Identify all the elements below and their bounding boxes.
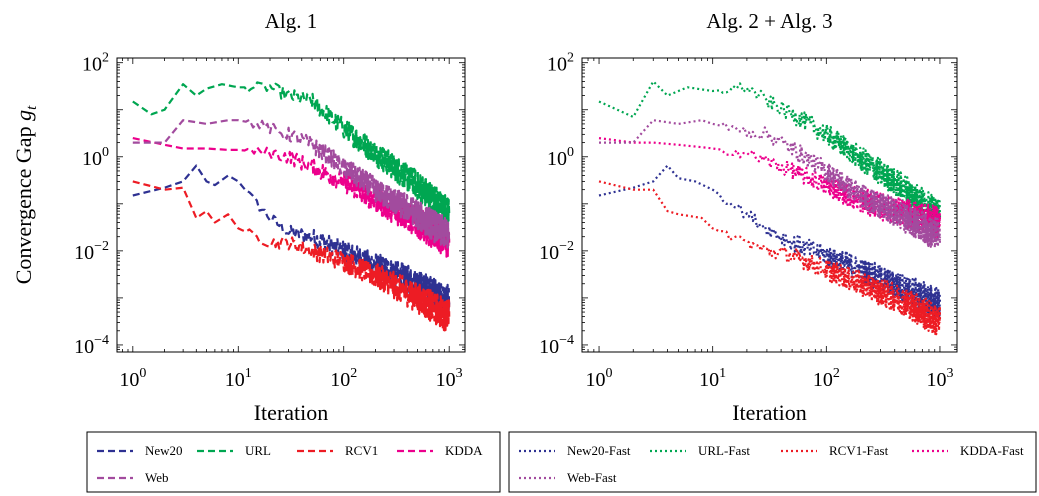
chart-title: Alg. 1 [265, 9, 318, 33]
chart-title: Alg. 2 + Alg. 3 [706, 9, 832, 33]
y-tick-label: 10−2 [74, 239, 109, 264]
legend-label-web: Web [145, 470, 169, 485]
plot-frame [581, 57, 958, 353]
legend-left: New20 URL RCV1 KDDA Web [86, 431, 501, 493]
x-axis-label: Iteration [254, 400, 329, 425]
y-axis-label: Convergence Gap gt [11, 105, 40, 284]
x-axis-label: Iteration [732, 400, 807, 425]
series-line-url [132, 81, 451, 229]
panel-right: Alg. 2 + Alg. 3 100 101 102 103 102 100 10−2 10−… [539, 9, 958, 425]
y-tick-label: 100 [547, 145, 574, 170]
series-line-rcv1-fast [598, 180, 942, 337]
panel-left: Alg. 1 100 101 102 103 102 100 10−2 10−4 Iteratio… [74, 9, 466, 425]
x-tick-label: 100 [586, 366, 613, 391]
x-tick-label: 100 [119, 366, 146, 391]
legend-label-kdda: KDDA [445, 443, 483, 458]
x-tick-label: 102 [813, 366, 840, 391]
legend-right: New20-Fast URL-Fast RCV1-Fast KDDA-Fast Web-… [508, 431, 1037, 493]
x-tick-label: 103 [436, 366, 463, 391]
series-line-web-fast [599, 119, 942, 249]
series-line-url-fast [598, 80, 942, 234]
series-group [132, 81, 451, 332]
y-tick-label: 100 [82, 145, 109, 170]
y-tick-label: 102 [82, 51, 109, 76]
legend-label-url: URL [245, 443, 271, 458]
x-tick-label: 101 [225, 366, 252, 391]
legend-box [508, 431, 1037, 493]
legend-label-new20: New20 [145, 443, 183, 458]
series-line-web [132, 118, 451, 250]
x-tick-label: 103 [926, 366, 953, 391]
legend-box [86, 431, 501, 493]
y-tick-label: 102 [547, 51, 574, 76]
legend-label-kdda-fast: KDDA-Fast [960, 443, 1024, 458]
series-group [598, 80, 942, 337]
legend-label-rcv1-fast: RCV1-Fast [829, 443, 889, 458]
x-tick-label: 102 [330, 366, 357, 391]
legend-label-url-fast: URL-Fast [698, 443, 750, 458]
x-tick-label: 101 [699, 366, 726, 391]
y-tick-label: 10−4 [74, 333, 109, 358]
series-line-rcv1 [132, 180, 451, 332]
y-tick-label: 10−4 [539, 333, 574, 358]
plot-frame [116, 57, 466, 353]
legend-label-rcv1: RCV1 [345, 443, 378, 458]
legend-label-new20-fast: New20-Fast [567, 443, 631, 458]
y-tick-label: 10−2 [539, 239, 574, 264]
legend-label-web-fast: Web-Fast [567, 470, 617, 485]
series-line-new20 [132, 164, 451, 319]
